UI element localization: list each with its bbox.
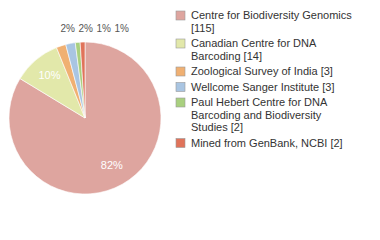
legend-label: Wellcome Sanger Institute [3] bbox=[191, 81, 334, 93]
data-label: 82% bbox=[101, 159, 123, 171]
legend-label: Mined from GenBank, NCBI [2] bbox=[191, 137, 343, 149]
data-label: 2% bbox=[61, 23, 76, 34]
legend-label: Centre for Biodiversity Genomics[115] bbox=[191, 9, 352, 34]
pie-slice bbox=[80, 42, 85, 118]
data-label: 1% bbox=[97, 23, 112, 34]
data-label: 10% bbox=[39, 69, 61, 81]
legend-label: Canadian Centre for DNABarcoding [14] bbox=[191, 37, 317, 62]
legend: Centre for Biodiversity Genomics[115] Can… bbox=[176, 9, 352, 149]
legend-line: Centre for Biodiversity Genomics bbox=[191, 9, 352, 21]
pie-slice bbox=[75, 42, 85, 118]
legend-label: Zoological Survey of India [3] bbox=[191, 65, 333, 77]
legend-line: [115] bbox=[191, 22, 215, 34]
legend-line: Zoological Survey of India [3] bbox=[191, 65, 333, 77]
legend-line: Wellcome Sanger Institute [3] bbox=[191, 81, 334, 93]
legend-swatch bbox=[176, 139, 185, 148]
data-labels: 82%10%2%2%1%1% bbox=[39, 23, 130, 171]
pie bbox=[9, 42, 161, 194]
data-label: 2% bbox=[79, 23, 94, 34]
legend-line: Barcoding and Biodiversity bbox=[191, 109, 322, 121]
legend-swatch bbox=[176, 11, 185, 20]
legend-line: Barcoding [14] bbox=[191, 50, 262, 62]
legend-line: Canadian Centre for DNA bbox=[191, 37, 317, 49]
chart: 82%10%2%2%1%1%Centre for Biodiversity Ge… bbox=[0, 0, 380, 240]
legend-line: Paul Hebert Centre for DNA bbox=[191, 96, 328, 108]
pie-slice bbox=[66, 43, 85, 118]
legend-swatch bbox=[176, 39, 185, 48]
legend-line: Mined from GenBank, NCBI [2] bbox=[191, 137, 343, 149]
legend-swatch bbox=[176, 67, 185, 76]
pie-slice bbox=[9, 42, 161, 194]
legend-label: Paul Hebert Centre for DNABarcoding and … bbox=[191, 96, 328, 133]
legend-swatch bbox=[176, 83, 185, 92]
data-label: 1% bbox=[115, 23, 130, 34]
legend-swatch bbox=[176, 98, 185, 107]
legend-line: Studies [2] bbox=[191, 121, 243, 133]
